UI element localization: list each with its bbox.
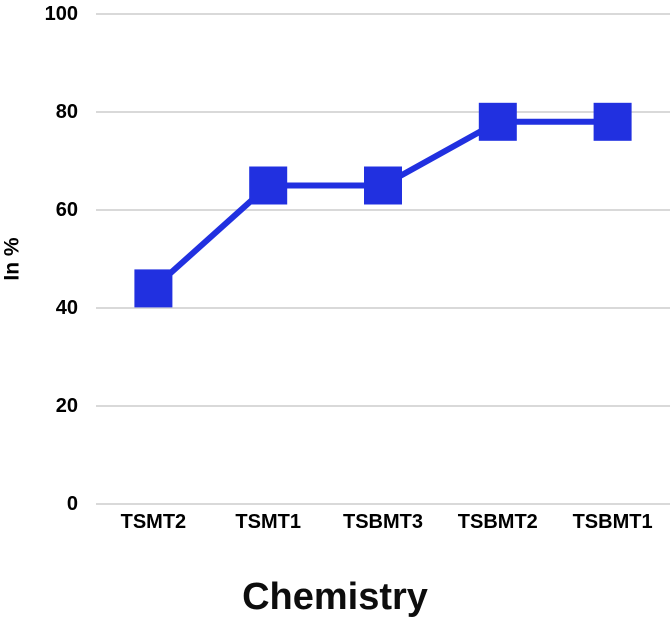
chart-title: Chemistry xyxy=(242,576,428,618)
series-line xyxy=(151,118,613,291)
x-category-label: TSBMT1 xyxy=(572,511,653,533)
data-point-marker xyxy=(364,166,402,205)
x-axis-baseline xyxy=(96,503,670,505)
y-tick-label: 60 xyxy=(55,199,78,221)
gridline xyxy=(96,405,670,407)
y-tick-label: 20 xyxy=(55,395,78,417)
y-tick-label: 100 xyxy=(44,3,78,25)
x-category-label: TSMT1 xyxy=(235,511,301,533)
data-series-svg xyxy=(134,102,632,308)
gridline xyxy=(96,111,670,113)
data-point-marker xyxy=(478,102,517,141)
y-tick-label: 40 xyxy=(55,297,78,319)
data-point-marker xyxy=(593,102,632,141)
y-tick-label: 80 xyxy=(55,101,78,123)
data-point-marker xyxy=(249,166,288,205)
gridline xyxy=(96,13,670,15)
plot-area xyxy=(96,13,670,505)
y-axis-tick-labels: 0 20 40 60 80 100 xyxy=(0,0,78,560)
gridline xyxy=(96,307,670,309)
gridline xyxy=(96,209,670,211)
data-point-marker xyxy=(134,269,173,308)
x-category-label: TSMT2 xyxy=(120,511,187,533)
x-category-label: TSBMT3 xyxy=(343,511,423,533)
x-category-label: TSBMT2 xyxy=(457,511,538,533)
y-tick-label: 0 xyxy=(66,493,78,515)
